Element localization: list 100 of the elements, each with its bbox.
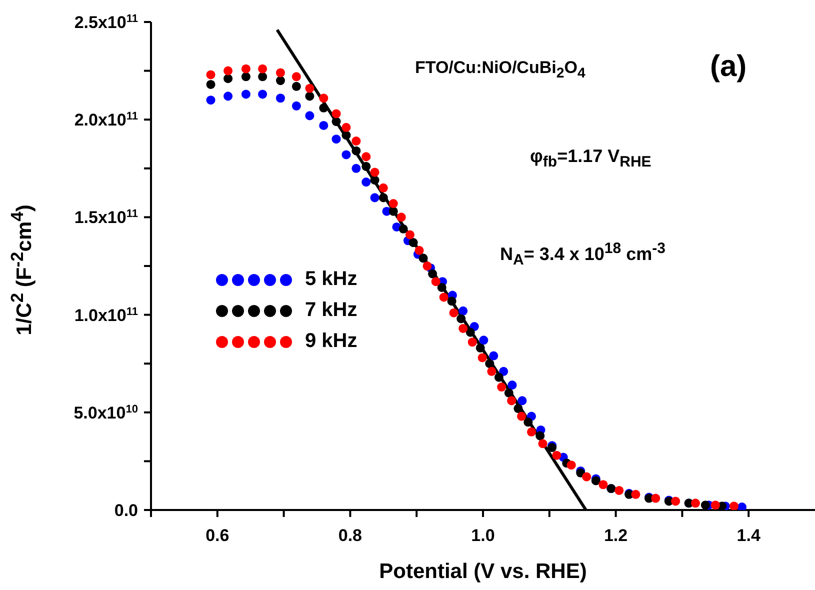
legend-label: 5 kHz bbox=[305, 268, 358, 291]
point bbox=[241, 90, 250, 99]
point bbox=[508, 380, 517, 390]
point bbox=[206, 70, 216, 80]
point bbox=[388, 206, 398, 216]
point bbox=[224, 74, 233, 84]
point bbox=[319, 120, 328, 130]
point bbox=[319, 103, 328, 112]
point bbox=[319, 94, 328, 103]
point bbox=[224, 92, 233, 101]
x-tick-label: 0.6 bbox=[206, 526, 230, 545]
point bbox=[456, 314, 466, 324]
point bbox=[342, 130, 351, 140]
point bbox=[468, 338, 477, 347]
point bbox=[396, 212, 406, 222]
point bbox=[700, 500, 710, 510]
point bbox=[305, 84, 314, 93]
annotation: φ$_{fb}$=1.17 V$_{RHE}$ bbox=[530, 146, 652, 171]
point bbox=[431, 277, 440, 286]
point bbox=[258, 72, 268, 82]
x-tick-label: 1.0 bbox=[471, 526, 495, 545]
point bbox=[476, 343, 485, 352]
x-tick-label: 1.4 bbox=[736, 526, 761, 545]
point bbox=[206, 80, 216, 89]
y-tick-label: 2.5x10$^{11}$ bbox=[74, 13, 138, 32]
point bbox=[206, 96, 216, 105]
point bbox=[352, 136, 361, 146]
legend-label: 9 kHz bbox=[305, 330, 358, 353]
point bbox=[292, 82, 301, 91]
point bbox=[651, 494, 660, 503]
point bbox=[370, 168, 380, 177]
point bbox=[388, 199, 398, 208]
point bbox=[332, 134, 341, 144]
point bbox=[598, 480, 608, 490]
point bbox=[536, 431, 545, 440]
point bbox=[479, 336, 488, 345]
annotation: N$_{A}$= 3.4 x 10$^{18}$ cm$^{-3}$ bbox=[500, 240, 666, 269]
x-tick-label: 1.2 bbox=[604, 526, 628, 545]
point bbox=[241, 64, 250, 74]
point bbox=[487, 366, 496, 376]
point bbox=[398, 224, 408, 234]
point bbox=[538, 439, 548, 448]
point bbox=[378, 193, 388, 202]
point bbox=[258, 64, 268, 74]
point bbox=[710, 500, 720, 510]
point bbox=[292, 101, 301, 110]
y-tick-label: 0.0 bbox=[114, 501, 138, 520]
y-tick-label: 1.0x10$^{11}$ bbox=[74, 306, 138, 325]
y-tick-label: 1.5x10$^{11}$ bbox=[74, 208, 138, 228]
point bbox=[276, 68, 285, 78]
y-tick-label: 5.0x10$^{10}$ bbox=[74, 403, 138, 422]
point bbox=[352, 164, 361, 173]
point bbox=[332, 117, 341, 126]
point bbox=[362, 152, 371, 162]
point bbox=[631, 490, 640, 499]
point bbox=[305, 111, 314, 120]
point bbox=[332, 109, 341, 118]
point bbox=[276, 76, 285, 86]
legend-label: 7 kHz bbox=[305, 299, 358, 322]
point bbox=[458, 324, 468, 333]
point bbox=[494, 372, 504, 382]
point bbox=[690, 498, 700, 508]
x-tick-label: 0.8 bbox=[338, 526, 362, 545]
point bbox=[362, 178, 371, 187]
point bbox=[478, 353, 487, 362]
point bbox=[428, 269, 438, 278]
point bbox=[526, 427, 536, 436]
point bbox=[378, 183, 388, 192]
point bbox=[342, 150, 351, 160]
point bbox=[507, 396, 516, 406]
y-tick-label: 2.0x10$^{11}$ bbox=[74, 110, 138, 130]
point bbox=[362, 162, 371, 171]
annotation: FTO/Cu:NiO/CuBi$_{2}$O$_{4}$ bbox=[415, 58, 586, 82]
point bbox=[370, 193, 380, 202]
point bbox=[566, 460, 576, 470]
point bbox=[518, 396, 527, 406]
point bbox=[729, 502, 739, 510]
point bbox=[517, 412, 526, 421]
point bbox=[485, 359, 494, 368]
point bbox=[449, 308, 458, 318]
point bbox=[737, 502, 746, 510]
point bbox=[352, 146, 361, 156]
point bbox=[276, 94, 285, 103]
point bbox=[458, 306, 468, 316]
point bbox=[437, 282, 446, 292]
point bbox=[422, 261, 432, 271]
x-axis-title: Potential (V vs. RHE) bbox=[379, 560, 587, 583]
point bbox=[489, 351, 498, 360]
point bbox=[497, 382, 506, 392]
point bbox=[258, 90, 268, 99]
point bbox=[405, 230, 414, 240]
point bbox=[552, 450, 562, 460]
point bbox=[370, 176, 380, 185]
point bbox=[504, 388, 514, 398]
point bbox=[514, 404, 523, 413]
point bbox=[614, 486, 624, 495]
point bbox=[418, 254, 428, 263]
point bbox=[224, 66, 233, 76]
point bbox=[241, 72, 250, 82]
point bbox=[439, 292, 448, 302]
